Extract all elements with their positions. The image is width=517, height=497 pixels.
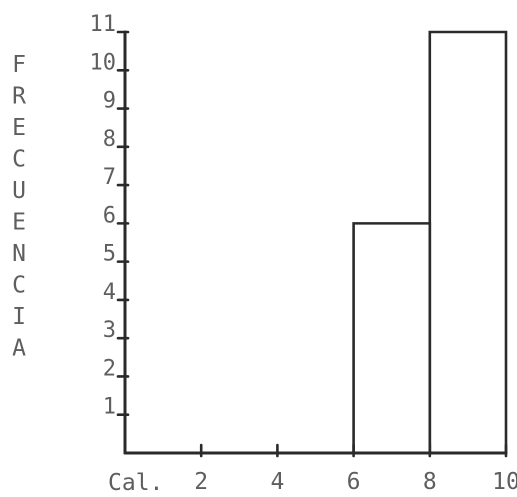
y-axis-label-letter: U [12,178,26,204]
bar-6-8 [352,222,432,453]
y-tick-label-10: 10 [90,50,117,75]
y-axis-label-letter: E [12,210,26,236]
y-tick-label-1: 1 [103,395,116,420]
y-axis-label-letter: F [12,52,26,78]
y-tick-label-4: 4 [103,280,116,305]
y-tick-label-3: 3 [103,318,116,343]
bar-8-10 [428,30,508,453]
y-axis-label-letter: N [12,241,26,267]
axes [123,30,508,455]
y-tick-label-2: 2 [103,356,116,381]
x-axis-label: Cal. [108,470,163,496]
x-tick-label-4: 4 [270,469,284,495]
x-tick-label-10: 10 [492,469,517,495]
y-tick-label-7: 7 [103,165,116,190]
y-axis-label-letter: E [12,115,26,141]
y-axis-label-letter: C [12,147,26,173]
y-axis-label-letter: R [12,84,26,110]
y-tick-label-5: 5 [103,242,116,267]
y-tick-label-11: 11 [90,12,117,37]
y-axis-label-letter: I [12,304,26,330]
x-ticks: 2 4 6 8 10 [194,443,517,495]
y-axis-label-letter: C [12,273,26,299]
bars [352,30,508,453]
y-tick-label-9: 9 [103,89,116,114]
y-tick-label-6: 6 [103,203,116,228]
x-tick-label-8: 8 [423,469,437,495]
x-tick-label-2: 2 [194,469,208,495]
x-tick-label-6: 6 [347,469,361,495]
y-axis-label-letter: A [12,336,26,362]
y-ticks: 1 2 3 4 5 6 7 8 9 10 11 [90,12,130,420]
y-tick-label-8: 8 [103,127,116,152]
